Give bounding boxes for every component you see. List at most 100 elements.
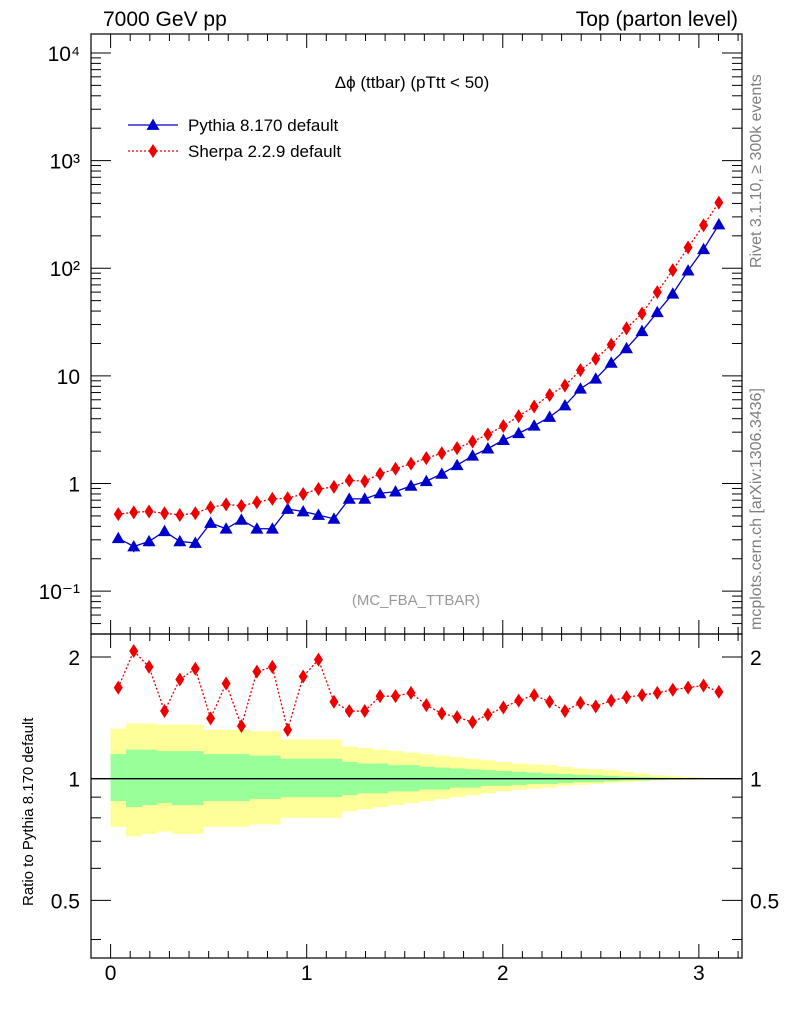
ratio-sherpa-point <box>452 710 462 725</box>
ratio-sherpa-point <box>498 700 508 715</box>
band-green-bin <box>110 754 127 802</box>
series-sherpa-point <box>406 456 416 471</box>
series-pythia-point <box>620 341 634 354</box>
ratio-sherpa-point <box>360 704 370 719</box>
series-sherpa-point <box>545 387 555 402</box>
ratio-y-tick-label: 1 <box>68 769 80 792</box>
series-pythia-point <box>342 492 356 504</box>
ratio-sherpa-point <box>298 669 308 684</box>
ratio-y-axis-title: Ratio to Pythia 8.170 default <box>20 717 37 906</box>
series-sherpa-point <box>144 504 154 519</box>
series-pythia-point <box>219 522 233 534</box>
series-pythia-point <box>589 372 603 384</box>
main-panel <box>111 195 726 553</box>
series-sherpa-point <box>668 263 678 278</box>
ratio-sherpa-point <box>236 718 246 733</box>
ratio-sherpa-point <box>329 694 339 709</box>
ratio-sherpa-point <box>714 684 724 699</box>
series-sherpa-point <box>514 409 524 424</box>
series-sherpa-line <box>118 202 720 516</box>
band-green-bin <box>141 749 158 806</box>
ratio-sherpa-point <box>591 699 601 714</box>
main-y-tick-label: 10³ <box>50 151 80 174</box>
main-y-tick-label: 1 <box>68 474 80 497</box>
panel-frames <box>90 33 743 959</box>
series-sherpa-point <box>529 399 539 414</box>
series-pythia-point <box>158 524 172 537</box>
series-sherpa-point <box>575 363 585 378</box>
ratio-sherpa-point <box>575 695 585 710</box>
ratio-sherpa-point <box>113 680 123 695</box>
ratio-sherpa-point <box>252 664 262 679</box>
series-sherpa-point <box>391 461 401 476</box>
ratio-sherpa-line <box>117 649 720 733</box>
legend-marker-1 <box>148 144 158 158</box>
series-sherpa-point <box>175 508 185 523</box>
ratio-sherpa-point <box>344 704 354 719</box>
ratio-panel <box>113 643 724 737</box>
series-pythia-point <box>712 217 726 230</box>
band-green-bin <box>480 770 497 786</box>
series-sherpa-point <box>329 479 339 494</box>
series-pythia-point <box>512 426 526 439</box>
series-sherpa-point <box>468 434 478 449</box>
ratio-sherpa-point <box>160 704 170 719</box>
band-green-bin <box>310 758 327 798</box>
axes: 0 1 2 3 10⁻¹ 1 10 10² 10³ 10⁴ 0.5 0.5 1 1 2 2 Δϕ (ttbar)… <box>39 34 779 985</box>
series-pythia-point <box>127 539 141 552</box>
series-pythia-point <box>435 467 449 479</box>
series-pythia-point <box>666 287 680 299</box>
ratio-sherpa-point <box>606 693 616 708</box>
ratio-sherpa-point <box>622 690 632 705</box>
ratio-sherpa-point <box>699 678 709 693</box>
series-sherpa-point <box>606 337 616 352</box>
analysis-annotation: (MC_FBA_TTBAR) <box>352 592 480 609</box>
series-sherpa-point <box>129 505 139 520</box>
series-pythia-line <box>117 224 720 548</box>
ratio-sherpa-point <box>637 688 647 703</box>
main-panel-title: Δϕ (ttbar) (pTtt < 50) <box>335 73 490 92</box>
ratio-sherpa-point <box>267 659 277 674</box>
legend-marker-0 <box>146 118 160 130</box>
series-sherpa-point <box>160 506 170 521</box>
series-pythia-point <box>358 492 372 504</box>
ratio-sherpa-point <box>313 652 323 667</box>
series-pythia-point <box>265 522 279 534</box>
x-tick-label: 0 <box>105 962 117 985</box>
series-sherpa-point <box>483 427 493 442</box>
rivet-version-label: Rivet 3.1.10, ≥ 300k events <box>748 74 765 268</box>
ratio-sherpa-point <box>375 689 385 704</box>
ratio-sherpa-point <box>483 707 493 722</box>
legend: Pythia 8.170 default Sherpa 2.2.9 default <box>128 116 341 161</box>
series-sherpa-point <box>267 491 277 506</box>
series-pythia-point <box>419 474 433 487</box>
series-sherpa-point <box>375 466 385 481</box>
series-pythia-point <box>311 508 325 520</box>
series-sherpa-point <box>190 506 200 521</box>
series-sherpa-point <box>714 195 724 210</box>
series-pythia-point <box>558 399 572 411</box>
series-sherpa-point <box>236 498 246 513</box>
series-pythia-point <box>389 485 403 497</box>
x-tick-label: 3 <box>693 962 705 985</box>
series-sherpa-point <box>637 306 647 321</box>
series-sherpa-point <box>683 240 693 255</box>
ratio-y-tick-label-right: 1 <box>750 769 762 792</box>
series-pythia-point <box>204 516 218 528</box>
series-pythia-point <box>111 531 125 544</box>
series-pythia-point <box>234 513 248 525</box>
series-pythia-point <box>527 419 541 431</box>
series-sherpa-point <box>452 441 462 456</box>
series-pythia-point <box>466 449 480 461</box>
band-green-bin <box>249 755 266 800</box>
series-sherpa-point <box>652 285 662 300</box>
ratio-sherpa-point <box>668 682 678 697</box>
ratio-sherpa-point <box>175 672 185 687</box>
series-sherpa-point <box>699 218 709 233</box>
series-pythia-point <box>635 324 649 337</box>
series-pythia-point <box>650 305 664 318</box>
ratio-sherpa-point <box>514 693 524 708</box>
series-sherpa-point <box>221 497 231 512</box>
series-sherpa-point <box>113 507 123 522</box>
ratio-sherpa-point <box>529 688 539 703</box>
